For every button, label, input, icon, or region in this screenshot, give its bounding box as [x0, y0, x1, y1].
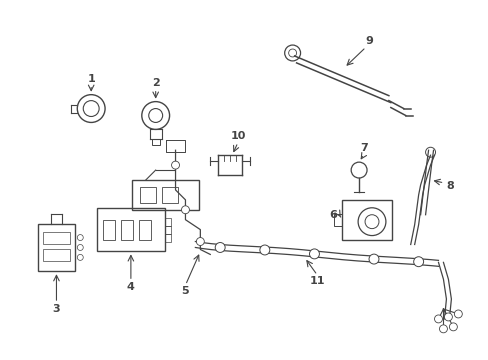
Circle shape [368, 254, 378, 264]
Bar [164, 218, 170, 226]
Bar [162, 187, 177, 203]
Text: 5: 5 [181, 286, 189, 296]
Circle shape [439, 325, 447, 333]
Text: 11: 11 [309, 276, 325, 286]
Text: 2: 2 [151, 78, 159, 88]
Circle shape [196, 238, 204, 246]
Circle shape [448, 323, 456, 331]
Circle shape [309, 249, 319, 259]
Circle shape [171, 161, 179, 169]
Text: 3: 3 [53, 304, 60, 314]
Circle shape [259, 245, 269, 255]
Text: 1: 1 [87, 74, 95, 84]
Circle shape [444, 313, 451, 321]
Bar [334, 214, 342, 226]
Bar [164, 226, 170, 234]
Bar [121, 220, 133, 239]
Text: 7: 7 [360, 143, 367, 153]
Bar [342, 200, 391, 239]
Bar [132, 180, 199, 210]
Bar [139, 220, 150, 239]
Circle shape [413, 257, 423, 267]
Bar [38, 224, 75, 271]
Text: 9: 9 [365, 36, 372, 46]
Circle shape [181, 206, 189, 214]
Bar [97, 208, 164, 251]
Bar [42, 249, 70, 261]
Circle shape [215, 243, 224, 252]
Text: 10: 10 [230, 131, 245, 141]
Text: 6: 6 [329, 210, 337, 220]
Bar [151, 139, 160, 145]
Bar [103, 220, 115, 239]
Circle shape [434, 315, 442, 323]
Circle shape [453, 310, 461, 318]
Bar [42, 231, 70, 243]
Bar [140, 187, 155, 203]
Text: 8: 8 [446, 181, 453, 191]
Text: 4: 4 [127, 282, 135, 292]
Bar [164, 234, 170, 242]
